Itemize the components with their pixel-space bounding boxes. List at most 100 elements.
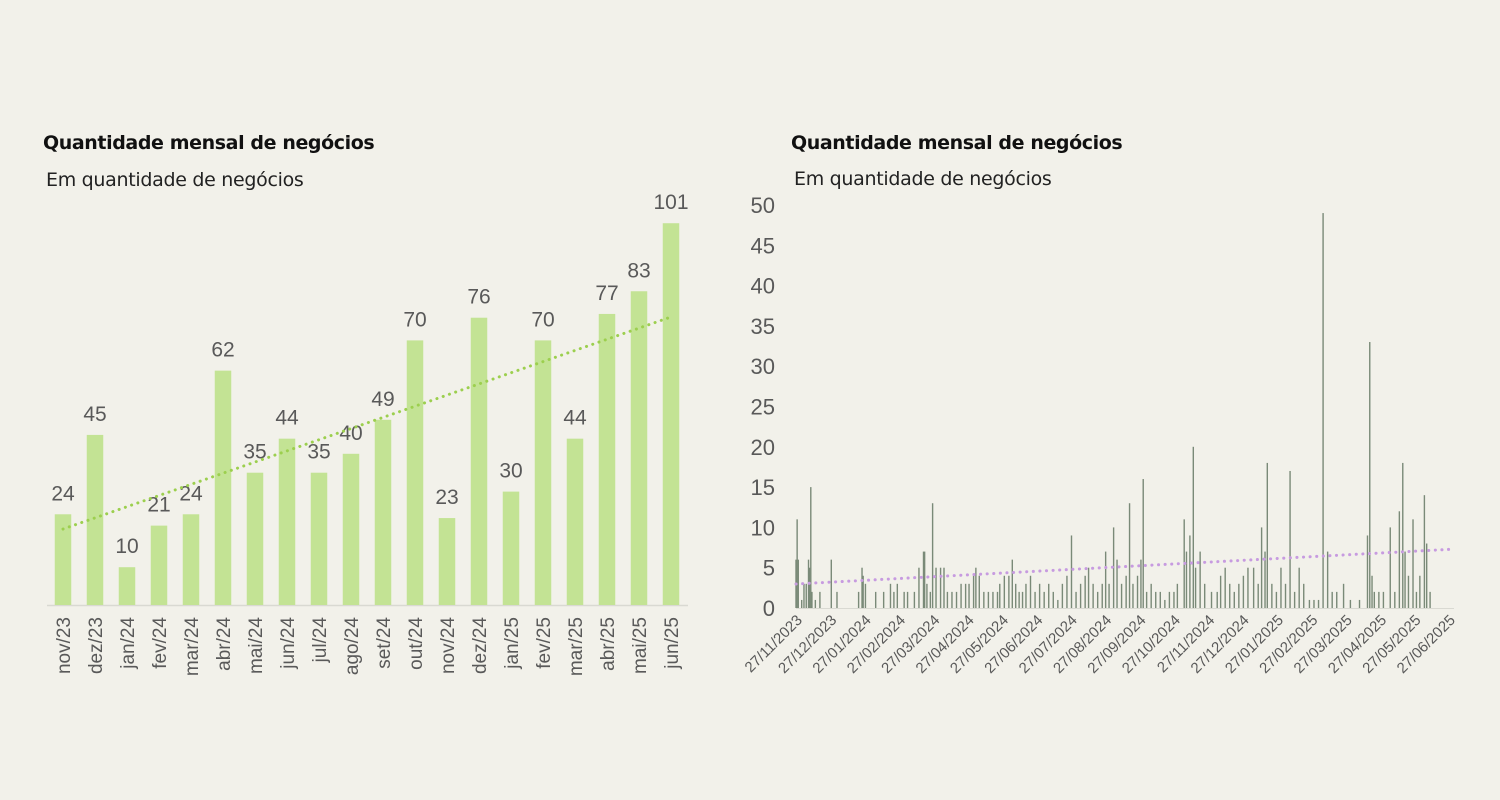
- bar: [438, 518, 456, 605]
- bar: [1034, 591, 1036, 608]
- bar: [964, 583, 967, 608]
- bar: [861, 567, 863, 608]
- bar: [1389, 527, 1391, 608]
- bar: [1369, 342, 1371, 608]
- bar: [1257, 583, 1259, 608]
- bar: [1336, 591, 1338, 608]
- bar: [1070, 535, 1073, 608]
- data-label: 77: [595, 282, 618, 305]
- bar: [1280, 567, 1282, 608]
- bar: [1358, 599, 1361, 608]
- bar: [797, 559, 799, 608]
- bar: [1043, 591, 1045, 608]
- y-tick-label: 0: [763, 596, 775, 621]
- bar: [918, 567, 920, 608]
- bar: [1242, 575, 1245, 608]
- x-tick-label: ago/24: [342, 617, 363, 676]
- bar: [278, 438, 296, 605]
- bar: [987, 591, 990, 608]
- bar: [1066, 575, 1068, 608]
- data-label: 44: [563, 407, 587, 430]
- data-label: 21: [147, 494, 170, 517]
- bar: [1366, 535, 1369, 608]
- data-label: 76: [467, 286, 490, 309]
- bar: [374, 419, 392, 605]
- bar: [996, 591, 999, 608]
- bar: [1429, 591, 1431, 608]
- bar: [1275, 591, 1278, 608]
- bar: [972, 575, 975, 608]
- bar: [1419, 575, 1421, 608]
- bar: [1238, 583, 1240, 608]
- bar: [182, 514, 200, 605]
- x-tick-label: mar/25: [566, 617, 587, 676]
- bar: [1021, 591, 1024, 608]
- bar: [1052, 591, 1054, 608]
- bar: [978, 575, 980, 608]
- bar: [1168, 591, 1171, 608]
- data-label: 62: [211, 339, 234, 362]
- bar: [1303, 583, 1305, 608]
- bar: [310, 472, 328, 605]
- bar: [926, 583, 928, 608]
- bar: [1025, 583, 1027, 608]
- x-tick-label: set/24: [374, 617, 395, 669]
- bar: [946, 591, 949, 608]
- y-tick-label: 20: [751, 435, 775, 460]
- bar: [805, 583, 807, 608]
- bar: [1219, 575, 1222, 608]
- bar: [1079, 583, 1082, 608]
- bar: [1264, 551, 1266, 608]
- data-label: 70: [403, 308, 426, 331]
- bar: [1398, 511, 1401, 608]
- bar: [118, 567, 136, 605]
- x-tick-label: jan/24: [118, 617, 139, 670]
- bar: [906, 591, 909, 608]
- bar: [819, 591, 821, 608]
- left-chart-title: Quantidade mensal de negócios: [43, 132, 375, 154]
- data-label: 44: [275, 407, 299, 430]
- bar: [1125, 575, 1127, 608]
- bar: [1317, 599, 1320, 608]
- bar: [1029, 575, 1032, 608]
- bar: [1289, 470, 1291, 608]
- bar: [566, 438, 584, 605]
- bar: [502, 491, 520, 605]
- bar: [983, 591, 985, 608]
- bar: [1271, 583, 1273, 608]
- y-tick-label: 25: [751, 395, 775, 420]
- bar: [1140, 559, 1142, 608]
- bar: [86, 434, 104, 605]
- bar: [1382, 591, 1385, 608]
- y-tick-label: 5: [763, 556, 775, 581]
- bar: [1349, 599, 1352, 608]
- bar: [1210, 591, 1213, 608]
- bar: [1075, 591, 1077, 608]
- y-tick-label: 45: [751, 233, 775, 258]
- trendline: [794, 547, 1456, 586]
- bar: [1155, 591, 1157, 608]
- bar: [1394, 591, 1396, 608]
- bar: [1322, 213, 1324, 608]
- bar: [1407, 575, 1410, 608]
- x-tick-label: nov/24: [438, 617, 459, 674]
- x-tick-label: nov/23: [54, 617, 75, 674]
- bar: [1331, 591, 1333, 608]
- bar: [1412, 519, 1414, 608]
- bar: [1373, 591, 1376, 608]
- bar: [836, 591, 838, 608]
- bar: [1247, 567, 1249, 608]
- bar: [534, 340, 552, 605]
- x-tick-label: jul/24: [310, 617, 331, 664]
- bar: [54, 514, 72, 605]
- bar: [1203, 583, 1206, 608]
- bar: [1252, 567, 1255, 608]
- bar: [862, 575, 864, 608]
- x-tick-label: abr/24: [214, 617, 235, 671]
- bar: [935, 567, 937, 608]
- y-tick-label: 35: [751, 314, 775, 339]
- bar: [1185, 551, 1188, 608]
- y-tick-label: 30: [751, 354, 775, 379]
- bar: [1342, 583, 1345, 608]
